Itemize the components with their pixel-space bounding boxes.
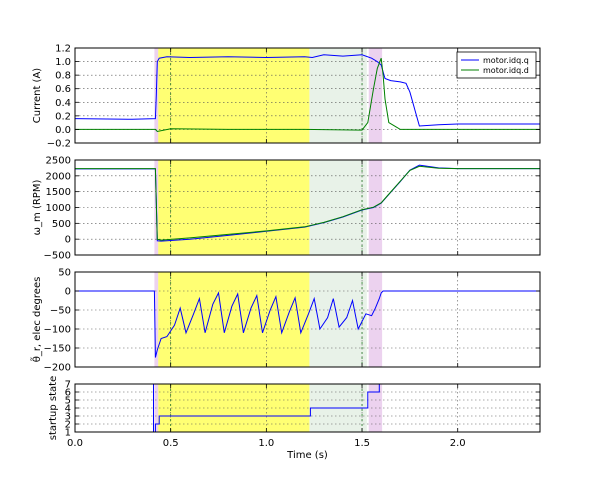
y-tick-label: 7	[65, 380, 71, 391]
series-group	[75, 54, 540, 133]
chart-panel-3: −200 −150 −100 −50 0 50 θ̃_r, elec degrees	[29, 268, 541, 374]
y-tick-label: 1.0	[55, 57, 71, 68]
y-tick-label: 1	[65, 428, 71, 439]
y-tick-label: 2000	[46, 171, 71, 182]
series-group	[75, 290, 540, 358]
phase-band-2	[158, 48, 310, 143]
phase-band-3	[309, 160, 367, 255]
y-tick-label: −150	[44, 344, 71, 355]
phase-band-4	[368, 272, 383, 367]
x-axis-label: Time (s)	[286, 450, 328, 461]
series-group	[75, 384, 384, 432]
chart-panel-2: −500 0 500 1000 1500 2000 2500 ω_m (RPM)	[32, 156, 541, 262]
phase-band-2	[158, 160, 310, 255]
phase-band-1	[154, 272, 159, 367]
series-group	[75, 164, 540, 242]
y-tick-label: 500	[52, 219, 71, 230]
legend-entry: motor.idq.q	[483, 56, 529, 65]
x-tick-label: 2.0	[450, 438, 466, 449]
x-tick-label: 1.0	[258, 438, 274, 449]
y-tick-label: −0.2	[47, 139, 71, 150]
axes-frame	[74, 271, 541, 368]
y-tick-label: 2500	[46, 156, 71, 167]
y-tick-label: 3	[65, 412, 71, 423]
y-tick-label: 0.0	[55, 125, 71, 136]
y-tick-label: 0.8	[55, 71, 71, 82]
y-tick-label: −100	[44, 325, 71, 336]
y-tick-label: 1000	[46, 203, 71, 214]
y-tick-label: 0	[65, 287, 71, 298]
y-tick-label: 0.2	[55, 111, 71, 122]
y-tick-label: 6	[65, 388, 71, 399]
y-tick-label: 2	[65, 420, 71, 431]
axes-frame	[74, 47, 541, 144]
legend-entry: motor.idq.d	[483, 66, 529, 75]
phase-band-3	[309, 272, 367, 367]
series-line-1	[75, 54, 540, 127]
y-axis-label: θ̃_r, elec degrees	[29, 277, 43, 363]
y-tick-label: 1500	[46, 187, 71, 198]
chart-panel-1: −0.2 0.0 0.2 0.4 0.6 0.8 1.0 1.2 Current (A) moto…	[32, 44, 541, 150]
y-tick-label: −200	[44, 363, 71, 374]
y-tick-label: 0.4	[55, 98, 71, 109]
phase-band-2	[158, 272, 310, 367]
y-axis-label: ω_m (RPM)	[32, 180, 43, 236]
y-axis-label: Current (A)	[32, 68, 43, 123]
series-line-1	[75, 384, 384, 432]
x-tick-label: 0.5	[163, 438, 179, 449]
series-line-1	[75, 290, 540, 358]
legend-box	[456, 51, 537, 79]
x-tick-label: 0.0	[67, 438, 83, 449]
y-tick-label: 0	[65, 235, 71, 246]
y-tick-label: 50	[58, 268, 71, 279]
y-tick-label: 1.2	[55, 44, 71, 55]
y-tick-label: 0.6	[55, 84, 71, 95]
phase-band-3	[309, 48, 367, 143]
phase-band-2	[158, 384, 310, 432]
y-tick-label: −500	[44, 251, 71, 262]
y-tick-label: −50	[50, 306, 71, 317]
x-tick-label: 1.5	[354, 438, 370, 449]
y-tick-label: 5	[65, 396, 71, 407]
series-line-2	[75, 165, 540, 241]
series-line-2	[75, 58, 540, 133]
y-tick-label: 4	[65, 404, 71, 415]
y-axis-label: startup state	[48, 376, 59, 441]
phase-band-4	[368, 48, 383, 143]
